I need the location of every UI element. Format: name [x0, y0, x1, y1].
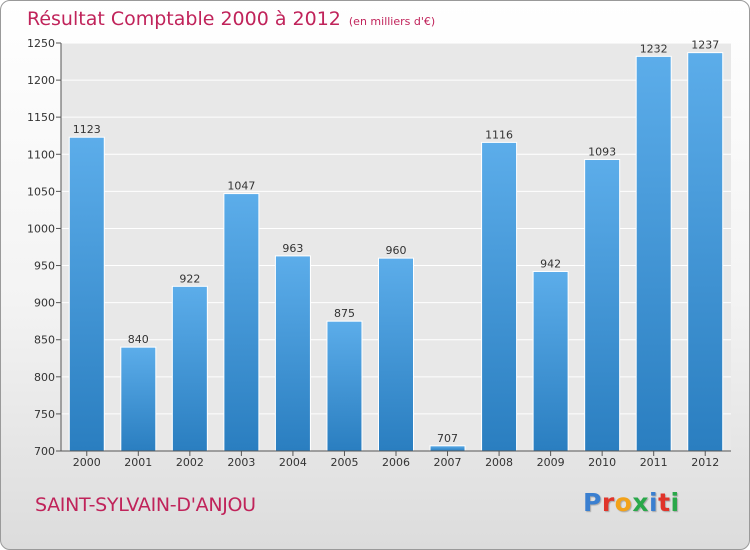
y-tick-label: 1250: [27, 37, 55, 50]
x-tick-label-2009: 2009: [537, 456, 565, 469]
logo-letter: i: [670, 488, 680, 517]
x-tick-label-2000: 2000: [73, 456, 101, 469]
y-tick-label: 1050: [27, 185, 55, 198]
data-label-2007: 707: [437, 432, 458, 445]
y-tick-label: 900: [34, 297, 55, 310]
x-tick-label-2006: 2006: [382, 456, 410, 469]
data-label-2011: 1232: [640, 42, 668, 55]
bar-2006: [378, 257, 414, 452]
data-label-2012: 1237: [691, 39, 719, 52]
chart-title: Résultat Comptable 2000 à 2012: [27, 8, 341, 30]
bar-2010: [584, 158, 621, 452]
chart-subtitle: (en milliers d'€): [348, 15, 436, 28]
x-tick-label-2010: 2010: [588, 456, 616, 469]
logo-letter: o: [614, 488, 633, 517]
data-label-2002: 922: [179, 272, 200, 285]
x-tick-label-2003: 2003: [227, 456, 255, 469]
data-label-2003: 1047: [227, 180, 255, 193]
y-tick-label: 800: [34, 371, 55, 384]
logo-letter: r: [601, 488, 615, 517]
x-tick-label-2005: 2005: [330, 456, 358, 469]
x-tick-label-2002: 2002: [176, 456, 204, 469]
y-tick-label: 1000: [27, 222, 55, 235]
chart-title-line: Résultat Comptable 2000 à 2012 (en millie…: [27, 8, 435, 30]
data-label-2005: 875: [334, 307, 355, 320]
x-tick-label-2012: 2012: [691, 456, 719, 469]
y-tick-label: 950: [34, 260, 55, 273]
logo-letter: P: [583, 488, 602, 517]
x-tick-label-2008: 2008: [485, 456, 513, 469]
x-tick-label-2007: 2007: [434, 456, 462, 469]
data-label-2009: 942: [540, 257, 561, 270]
x-tick-label-2001: 2001: [124, 456, 152, 469]
bar-2003: [223, 193, 260, 452]
data-label-2008: 1116: [485, 128, 513, 141]
bar-2012: [687, 52, 724, 452]
logo-letter: i: [649, 488, 659, 517]
data-label-2000: 1123: [73, 123, 101, 136]
y-tick-label: 1200: [27, 74, 55, 87]
proxiti-logo[interactable]: Proxiti: [583, 488, 680, 517]
y-tick-label: 850: [34, 334, 55, 347]
bar-2011: [635, 55, 672, 452]
x-tick-label-2011: 2011: [640, 456, 668, 469]
data-label-2004: 963: [282, 242, 303, 255]
bar-2000: [68, 136, 105, 452]
y-tick-label: 1150: [27, 111, 55, 124]
x-tick-label-2004: 2004: [279, 456, 307, 469]
y-tick-label: 750: [34, 408, 55, 421]
bar-2004: [274, 255, 311, 452]
data-label-2010: 1093: [588, 145, 616, 158]
bar-2005: [326, 320, 363, 452]
bar-2009: [532, 270, 569, 452]
commune-name: SAINT-SYLVAIN-D'ANJOU: [35, 494, 256, 516]
bar-2008: [481, 141, 518, 452]
y-tick-label: 1100: [27, 148, 55, 161]
bar-2001: [120, 346, 157, 452]
logo-letter: t: [658, 488, 671, 517]
logo-letter: x: [632, 488, 649, 517]
data-label-2001: 840: [128, 333, 149, 346]
bar-2007: [429, 445, 466, 452]
bar-2002: [171, 285, 208, 452]
y-tick-label: 700: [34, 445, 55, 458]
data-label-2006: 960: [386, 244, 407, 257]
